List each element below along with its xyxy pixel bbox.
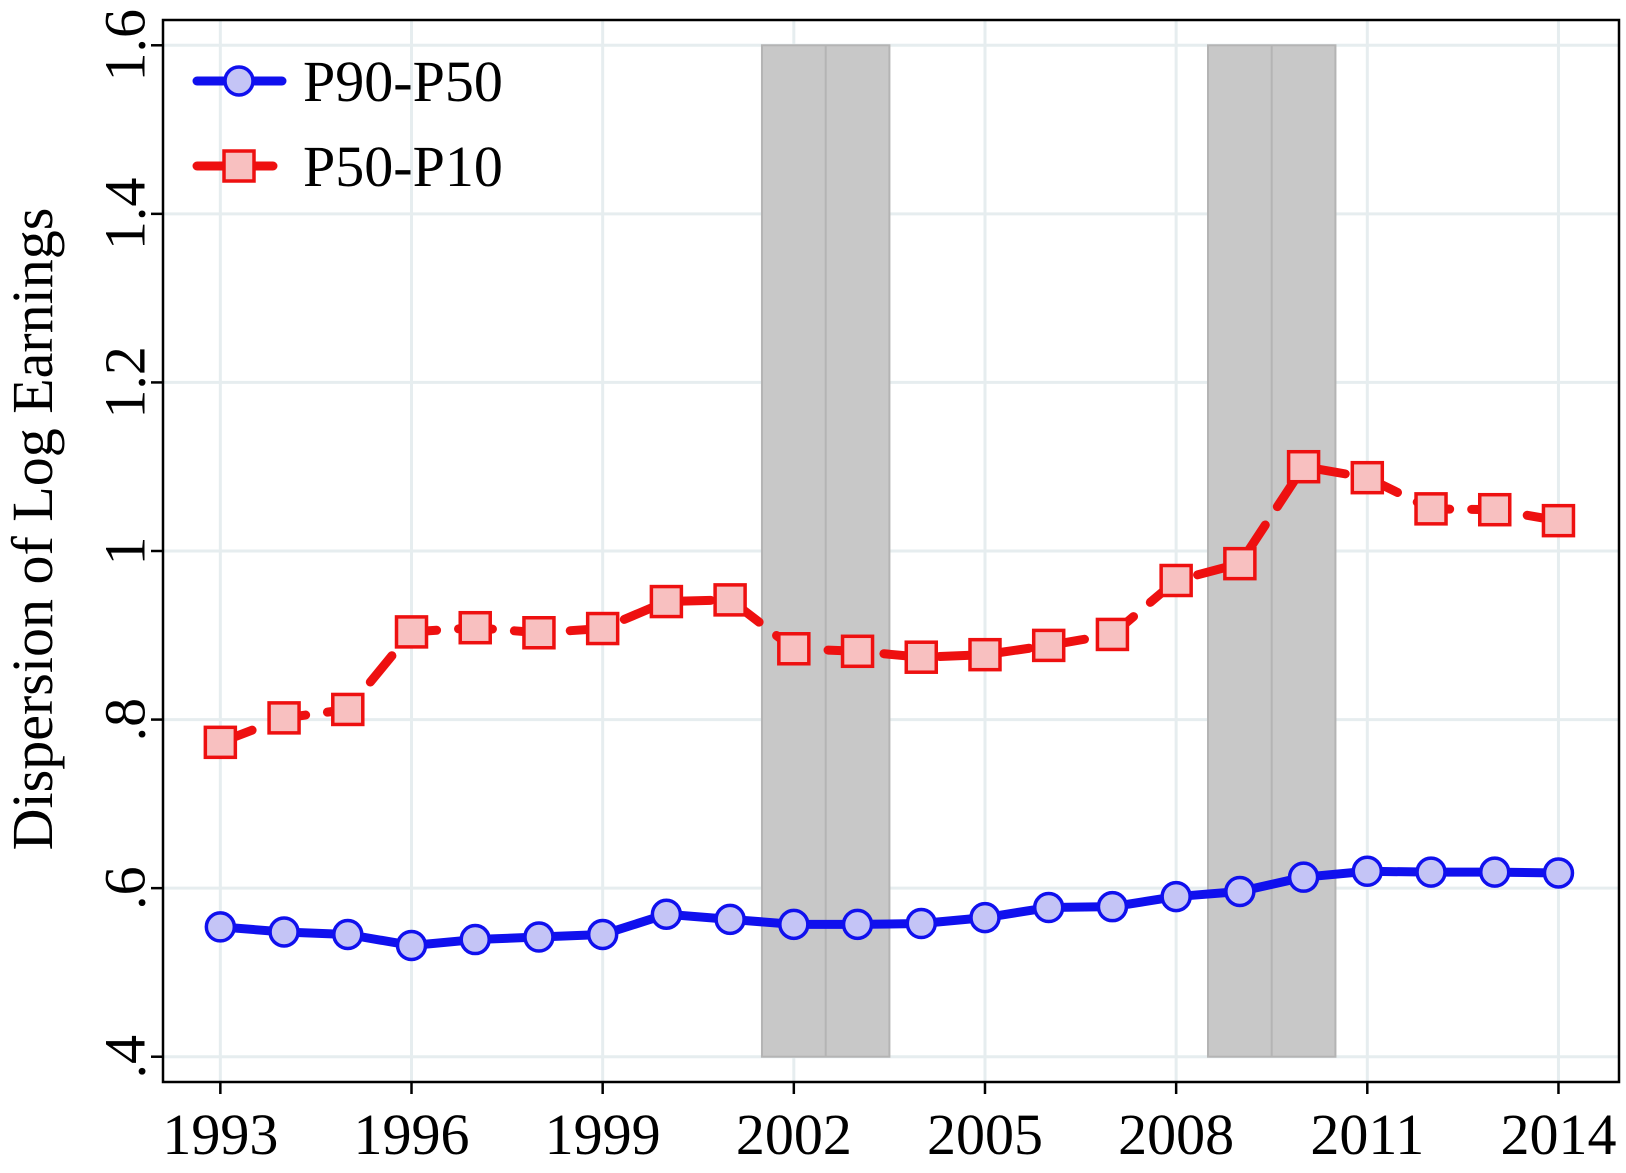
series-line [215,462,1563,747]
data-point [969,901,1001,934]
y-tick-label: .8 [92,698,157,742]
data-point [650,898,683,931]
data-point [777,632,811,666]
legend-item: P50-P10 [192,134,503,199]
data-point [1415,856,1447,888]
x-tick-label: 1999 [545,1102,661,1167]
x-tick-label: 2008 [1118,1102,1234,1167]
data-point [841,908,874,941]
y-tick-label: 1.6 [92,9,157,82]
data-point [394,615,429,649]
data-point [714,903,746,936]
data-point [904,640,939,674]
data-point [585,611,620,646]
data-point [332,918,364,951]
data-point [523,921,555,953]
axes: .4 .6 .8 1 1.2 1.4 1.6 1993 1996 1999 2002 2005 2008… [92,9,1616,1167]
data-point [1541,503,1576,538]
data-point [1160,880,1192,913]
data-point [1542,857,1575,889]
x-tick-label: 1996 [354,1102,470,1167]
data-point [1286,449,1321,484]
data-point [204,911,237,943]
data-point [778,908,810,941]
data-point [522,616,556,650]
y-axis-title: Dispersion of Log Earnings [0,208,65,851]
legend-marker [222,149,256,183]
data-point [713,583,747,617]
legend-marker [223,65,255,97]
data-point [1287,861,1320,893]
data-point [1350,460,1385,495]
y-tick-label: 1.2 [92,346,157,419]
series-p50-p10 [203,449,1576,760]
data-point [840,634,875,669]
legend-label: P90-P50 [303,49,503,114]
data-point [1223,546,1257,581]
y-tick-label: 1 [92,537,157,566]
series-layer [203,449,1576,962]
legend-label: P50-P10 [303,134,503,199]
y-tick-label: 1.4 [92,178,157,251]
x-tick-label: 2014 [1500,1102,1616,1167]
data-point [968,637,1002,672]
data-point [458,610,492,645]
y-tick-label: .6 [92,866,157,910]
series-p90-p50 [204,855,1575,962]
x-tick-label: 2005 [927,1102,1043,1167]
x-tick-label: 2011 [1310,1102,1424,1167]
legend: P90-P50 P50-P10 [192,49,503,199]
data-point [267,701,301,735]
data-point [1478,856,1511,888]
y-tick-label: .4 [92,1035,157,1079]
x-tick-label: 2002 [736,1102,852,1167]
data-point [1351,855,1384,888]
data-point [1224,875,1256,908]
data-point [1032,891,1065,924]
data-point [331,692,365,727]
data-point [1095,617,1130,652]
data-point [268,916,300,948]
data-point [1477,492,1512,527]
data-point [203,725,238,760]
data-point [905,907,938,940]
data-point [649,584,684,619]
data-point [1159,563,1193,598]
data-point [1414,492,1448,526]
data-point [586,918,619,951]
data-point [1096,890,1129,923]
data-point [459,923,491,956]
legend-item: P90-P50 [192,49,503,114]
series-line [215,866,1563,950]
x-tick-label: 1993 [162,1102,278,1167]
data-point [1031,628,1066,663]
data-point [395,929,428,962]
